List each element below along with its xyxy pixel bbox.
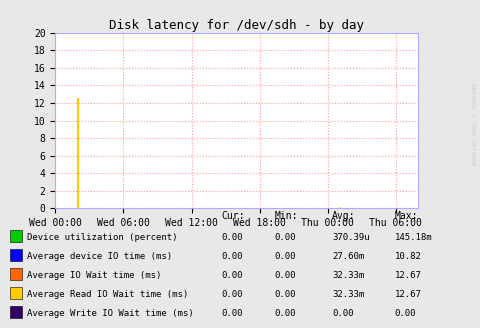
Text: 0.00: 0.00 (221, 271, 242, 280)
Text: Avg:: Avg: (331, 212, 355, 221)
Text: 0.00: 0.00 (221, 252, 242, 261)
Text: Device utilization (percent): Device utilization (percent) (27, 233, 178, 242)
Text: 32.33m: 32.33m (331, 290, 363, 299)
Text: 0.00: 0.00 (274, 309, 295, 318)
Text: Average IO Wait time (ms): Average IO Wait time (ms) (27, 271, 161, 280)
Text: Min:: Min: (274, 212, 297, 221)
Text: 370.39u: 370.39u (331, 233, 369, 242)
Text: Average device IO time (ms): Average device IO time (ms) (27, 252, 172, 261)
Text: 0.00: 0.00 (274, 271, 295, 280)
Text: 0.00: 0.00 (274, 252, 295, 261)
Text: 27.60m: 27.60m (331, 252, 363, 261)
Title: Disk latency for /dev/sdh - by day: Disk latency for /dev/sdh - by day (109, 19, 364, 31)
Text: 0.00: 0.00 (221, 233, 242, 242)
Text: Cur:: Cur: (221, 212, 244, 221)
Text: 12.67: 12.67 (394, 271, 420, 280)
Text: 145.18m: 145.18m (394, 233, 431, 242)
Text: 12.67: 12.67 (394, 290, 420, 299)
Text: 0.00: 0.00 (221, 309, 242, 318)
Text: 32.33m: 32.33m (331, 271, 363, 280)
Text: 0.00: 0.00 (274, 233, 295, 242)
Text: 0.00: 0.00 (274, 290, 295, 299)
Text: RRDTOOL / TOBI OETIKER: RRDTOOL / TOBI OETIKER (469, 83, 474, 166)
Text: Average Write IO Wait time (ms): Average Write IO Wait time (ms) (27, 309, 193, 318)
Text: 0.00: 0.00 (221, 290, 242, 299)
Text: 10.82: 10.82 (394, 252, 420, 261)
Text: 0.00: 0.00 (394, 309, 415, 318)
Text: 0.00: 0.00 (331, 309, 353, 318)
Text: Max:: Max: (394, 212, 417, 221)
Text: Average Read IO Wait time (ms): Average Read IO Wait time (ms) (27, 290, 188, 299)
